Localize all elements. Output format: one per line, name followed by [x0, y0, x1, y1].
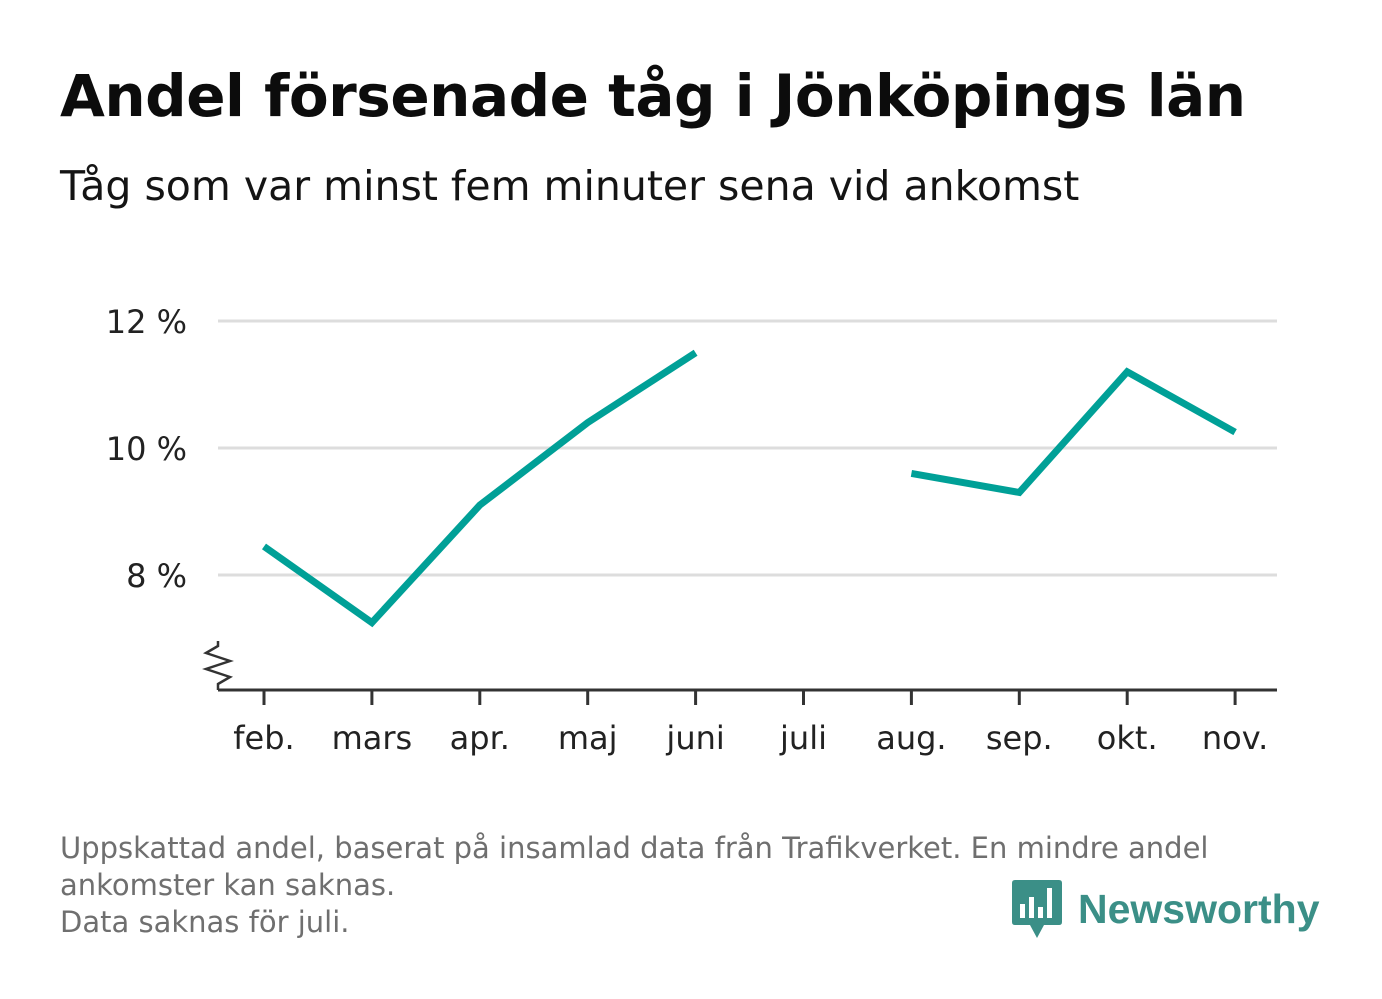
grid-lines — [218, 319, 1277, 577]
y-tick-labels: 8 % 10 % 12 % — [106, 303, 187, 595]
x-tick-label: feb. — [233, 719, 294, 757]
x-tick-label: aug. — [876, 719, 946, 757]
x-tick-label: maj — [558, 719, 618, 757]
y-tick-label: 10 % — [106, 430, 187, 468]
series-line-segment — [261, 349, 698, 628]
chart-subtitle: Tåg som var minst fem minuter sena vid a… — [60, 162, 1080, 210]
brand-name: Newsworthy — [1078, 885, 1320, 932]
brand-logo: Newsworthy — [1012, 880, 1320, 938]
x-tick-label: okt. — [1097, 719, 1158, 757]
x-tick-label: nov. — [1202, 719, 1268, 757]
chart-title: Andel försenade tåg i Jönköpings län — [60, 62, 1246, 130]
footnote-line: ankomster kan saknas. — [60, 868, 396, 902]
y-tick-label: 8 % — [126, 557, 187, 595]
series-line-segment — [910, 367, 1237, 497]
bar-chart-speech-bubble-icon — [1012, 880, 1062, 938]
y-tick-label: 12 % — [106, 303, 187, 341]
x-axis — [202, 641, 1277, 705]
x-tick-label: apr. — [450, 719, 510, 757]
footnote-line: Uppskattad andel, baserat på insamlad da… — [60, 831, 1209, 865]
x-tick-label: mars — [332, 719, 413, 757]
axis-break-marker — [202, 641, 234, 690]
x-tick-label: sep. — [986, 719, 1053, 757]
data-series — [261, 349, 1237, 628]
x-tick-labels: feb. mars apr. maj juni juli aug. sep. okt. nov. — [233, 719, 1268, 757]
footnote-line: Data saknas för juli. — [60, 905, 350, 939]
footnote: Uppskattad andel, baserat på insamlad da… — [60, 830, 1208, 941]
x-tick-label: juni — [665, 719, 724, 757]
x-tick-label: juli — [779, 719, 827, 757]
